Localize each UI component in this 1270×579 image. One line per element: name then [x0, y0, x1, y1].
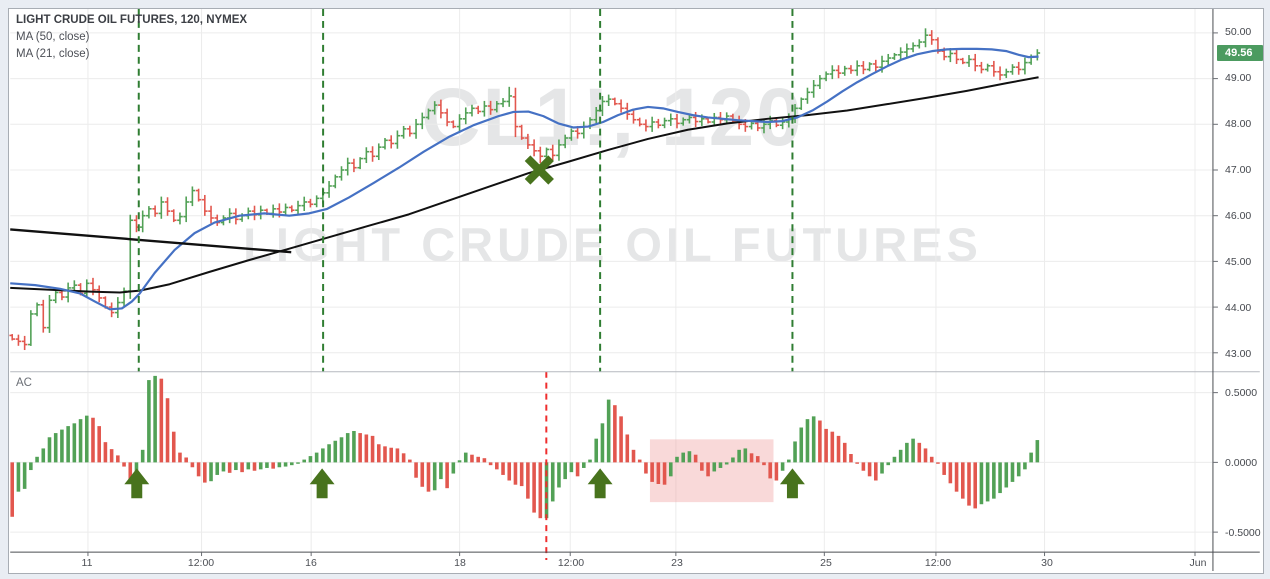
price-tick-label: -0.5000: [1225, 527, 1261, 540]
price-tick-label: 43.00: [1225, 347, 1252, 360]
time-tick-label: 16: [305, 557, 317, 569]
up-arrow-marker[interactable]: [779, 468, 805, 499]
ac-histogram: [10, 375, 1040, 519]
markers[interactable]: [124, 155, 805, 499]
ac-indicator-label[interactable]: AC: [16, 377, 32, 389]
price-scale[interactable]: 49.56 50.00 49.00 48.00 47.00 46.00 45.00 44.0…: [1217, 9, 1263, 573]
chart-canvas[interactable]: [9, 9, 1261, 571]
price-tick-label: 48.00: [1225, 118, 1252, 131]
symbol-title[interactable]: LIGHT CRUDE OIL FUTURES, 120, NYMEX: [16, 14, 248, 26]
time-tick-label: 12:00: [924, 557, 952, 569]
price-tick-label: 49.00: [1225, 72, 1252, 85]
price-tick-label: 47.00: [1225, 164, 1252, 177]
ma21-line[interactable]: [10, 47, 1039, 311]
price-tick-label: 45.00: [1225, 255, 1252, 268]
gridlines: [10, 9, 1213, 553]
price-tick-label: 0.5000: [1225, 387, 1258, 400]
pane-borders: [10, 9, 1260, 571]
up-arrow-marker[interactable]: [124, 468, 150, 499]
ma50-line[interactable]: [10, 76, 1039, 294]
time-tick-label: 18: [454, 557, 466, 569]
chart-widget: CL1!, 120 LIGHT CRUDE OIL FUTURES LIGHT …: [8, 8, 1264, 574]
price-bars: [9, 28, 1041, 351]
trendline[interactable]: [10, 228, 292, 254]
price-tick-label: 50.00: [1225, 26, 1252, 39]
legend-ma50[interactable]: MA (50, close): [16, 31, 90, 43]
price-tick-label: 44.00: [1225, 301, 1252, 314]
time-tick-label: 30: [1041, 557, 1053, 569]
chart-legend: LIGHT CRUDE OIL FUTURES, 120, NYMEX MA (…: [16, 12, 247, 63]
ac-highlight-box[interactable]: [649, 439, 774, 503]
signal-vlines[interactable]: [137, 9, 794, 372]
time-tick-label: 11: [81, 557, 93, 569]
time-tick-label: 12:00: [557, 557, 585, 569]
up-arrow-marker[interactable]: [587, 468, 613, 499]
price-tick-label: 0.0000: [1225, 457, 1258, 470]
price-tick-label: 46.00: [1225, 209, 1252, 222]
axis-ticks: [87, 32, 1218, 557]
x-marker[interactable]: [524, 155, 554, 185]
time-tick-label: 12:00: [187, 557, 215, 569]
time-tick-label: 25: [820, 557, 832, 569]
time-tick-label: Jun: [1189, 557, 1207, 569]
legend-ma21[interactable]: MA (21, close): [16, 48, 90, 60]
time-axis[interactable]: 11 12:00 16 18 12:00 23 25 12:00 30 Jun: [9, 554, 1216, 573]
last-price-badge: 49.56: [1217, 45, 1263, 62]
up-arrow-marker[interactable]: [309, 468, 335, 499]
time-tick-label: 23: [671, 557, 683, 569]
